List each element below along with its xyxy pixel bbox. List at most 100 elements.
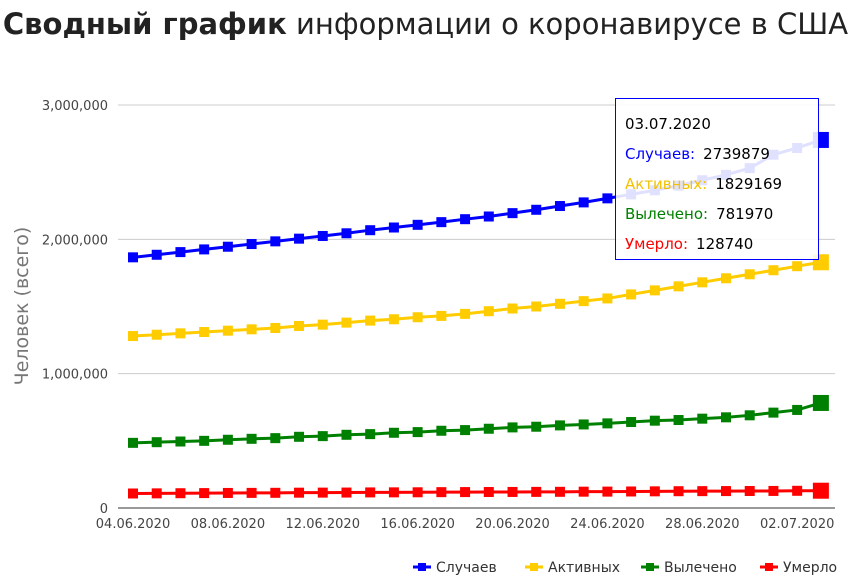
data-point xyxy=(578,296,589,307)
data-point xyxy=(365,429,376,440)
tooltip-value: 1829169 xyxy=(715,175,783,193)
data-point xyxy=(317,230,328,241)
data-point xyxy=(412,427,423,438)
tooltip-value: 781970 xyxy=(716,205,774,223)
data-point xyxy=(744,486,755,497)
data-point xyxy=(199,327,210,338)
data-point xyxy=(626,289,637,300)
data-point xyxy=(294,431,305,442)
data-point xyxy=(222,241,233,252)
x-tick-label: 20.06.2020 xyxy=(475,517,549,532)
data-point xyxy=(792,485,803,496)
data-point xyxy=(294,487,305,498)
tooltip-label: Случаев: xyxy=(625,145,696,163)
data-point xyxy=(175,247,186,258)
data-point xyxy=(744,410,755,421)
data-point xyxy=(483,211,494,222)
data-point xyxy=(578,197,589,208)
data-point xyxy=(507,486,518,497)
x-tick-label: 12.06.2020 xyxy=(286,517,360,532)
data-point xyxy=(578,486,589,497)
data-point xyxy=(270,322,281,333)
data-point xyxy=(531,301,542,312)
data-point xyxy=(554,486,565,497)
data-point xyxy=(294,233,305,244)
data-point xyxy=(531,486,542,497)
legend-marker xyxy=(646,563,654,571)
y-axis-title: Человек (всего) xyxy=(11,227,33,386)
data-point xyxy=(436,217,447,228)
data-point xyxy=(768,407,779,418)
data-point xyxy=(317,431,328,442)
data-point xyxy=(436,487,447,498)
data-point xyxy=(768,485,779,496)
y-tick-label: 3,000,000 xyxy=(42,99,108,114)
data-point xyxy=(483,306,494,317)
data-point xyxy=(341,429,352,440)
data-point xyxy=(697,486,708,497)
y-tick-label: 2,000,000 xyxy=(42,233,108,248)
data-point xyxy=(531,204,542,215)
data-point xyxy=(554,201,565,212)
data-point xyxy=(602,293,613,304)
data-point xyxy=(341,487,352,498)
data-point xyxy=(602,193,613,204)
data-point xyxy=(649,285,660,296)
data-point xyxy=(483,423,494,434)
data-point xyxy=(554,298,565,309)
legend-label: Случаев xyxy=(436,560,497,576)
tooltip: 03.07.2020 Случаев: 2739879 Активных: 1829… xyxy=(615,98,819,260)
tooltip-label: Вылечено: xyxy=(625,205,709,223)
data-point xyxy=(222,487,233,498)
data-point xyxy=(812,394,829,411)
data-point xyxy=(483,487,494,498)
x-tick-label: 04.06.2020 xyxy=(96,517,170,532)
x-tick-label: 02.07.2020 xyxy=(760,517,834,532)
data-point xyxy=(199,488,210,499)
data-point xyxy=(626,486,637,497)
data-point xyxy=(151,437,162,448)
data-point xyxy=(365,225,376,236)
data-point xyxy=(222,434,233,445)
legend-marker xyxy=(530,563,538,571)
data-point xyxy=(317,319,328,330)
data-point xyxy=(128,488,138,499)
data-point xyxy=(175,436,186,447)
data-point xyxy=(365,487,376,498)
title-rest: информации о коронавирусе в США xyxy=(286,7,849,41)
data-point xyxy=(460,214,471,225)
data-point xyxy=(388,314,399,325)
chart-title: Сводный график информации о коронавирусе… xyxy=(0,4,851,44)
data-point xyxy=(812,482,829,499)
data-point xyxy=(175,488,186,499)
tooltip-row-recovered: Вылечено: 781970 xyxy=(625,199,818,229)
data-point xyxy=(602,486,613,497)
legend-label: Умерло xyxy=(783,560,837,576)
tooltip-date: 03.07.2020 xyxy=(625,115,711,133)
data-point xyxy=(341,228,352,239)
data-point xyxy=(602,418,613,429)
data-point xyxy=(744,269,755,280)
series-line-Активных xyxy=(132,260,822,338)
tooltip-row-deaths: Умерло: 128740 xyxy=(625,229,818,259)
tooltip-value: 2739879 xyxy=(703,145,770,163)
y-tick-label: 1,000,000 xyxy=(42,368,108,383)
data-point xyxy=(460,487,471,498)
series-line-Умерло xyxy=(132,489,821,495)
data-point xyxy=(151,329,162,340)
data-point xyxy=(270,236,281,247)
data-point xyxy=(199,244,210,255)
data-point xyxy=(531,421,542,432)
data-point xyxy=(697,277,708,288)
data-point xyxy=(436,310,447,321)
data-point xyxy=(294,320,305,331)
data-point xyxy=(222,325,233,336)
series-line-Вылечено xyxy=(132,401,822,445)
data-point xyxy=(554,420,565,431)
x-tick-label: 08.06.2020 xyxy=(191,517,265,532)
data-point xyxy=(507,208,518,219)
data-point xyxy=(199,435,210,446)
data-point xyxy=(649,415,660,426)
data-point xyxy=(128,252,138,263)
data-point xyxy=(460,425,471,436)
